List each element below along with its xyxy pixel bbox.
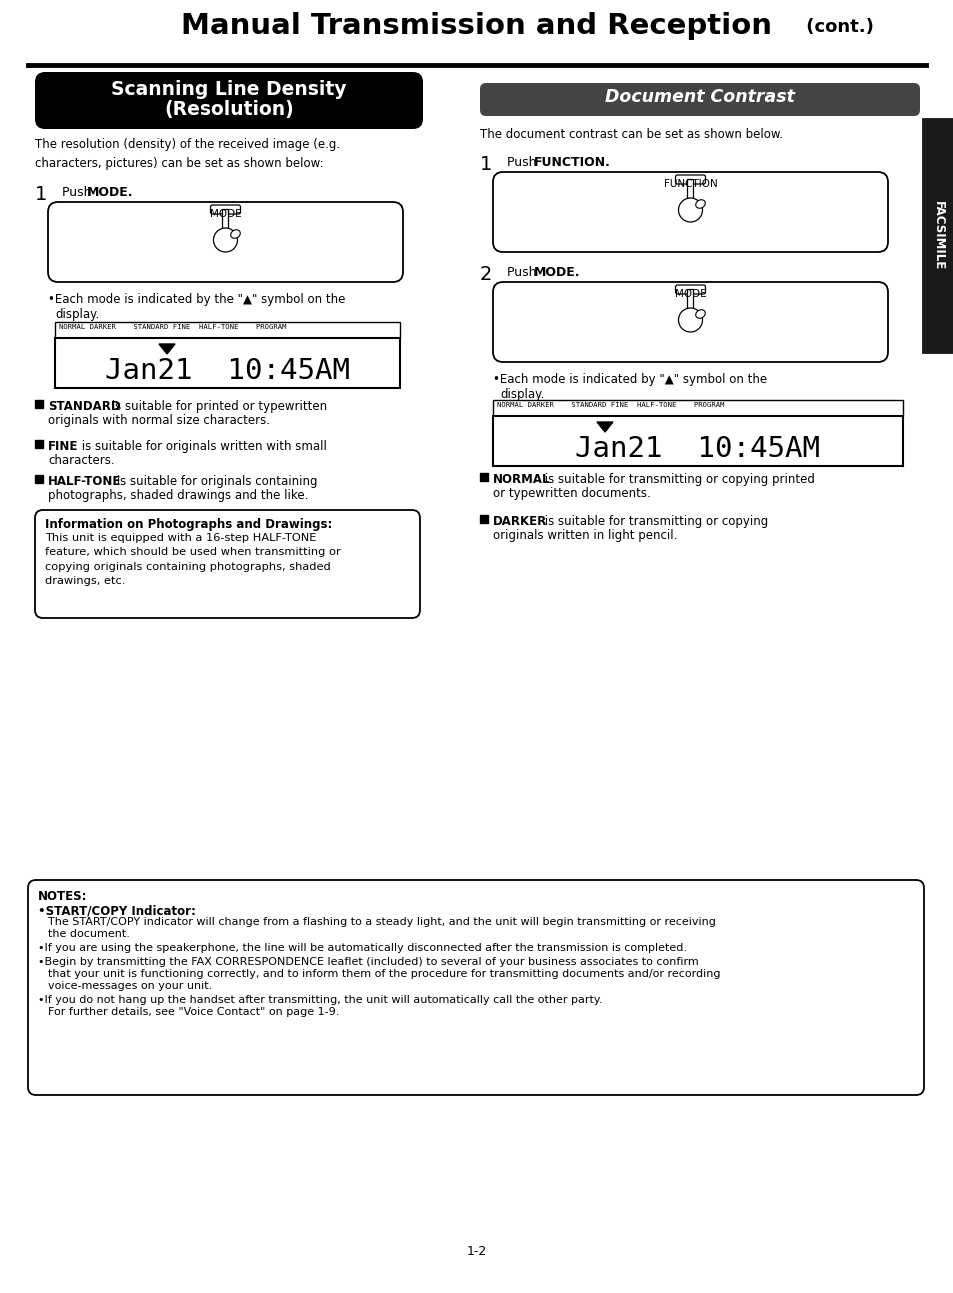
Text: The resolution (density) of the received image (e.g.
characters, pictures) can b: The resolution (density) of the received… [35,138,340,169]
Text: is suitable for originals containing: is suitable for originals containing [112,475,317,487]
Text: originals with normal size characters.: originals with normal size characters. [48,414,270,427]
Text: or typewritten documents.: or typewritten documents. [493,487,650,500]
Text: display.: display. [499,388,543,401]
Text: FINE: FINE [48,440,78,453]
Text: Information on Photographs and Drawings:: Information on Photographs and Drawings: [45,518,332,531]
Text: Manual Transmission and Reception: Manual Transmission and Reception [181,12,772,40]
Text: Document Contrast: Document Contrast [604,88,794,106]
Text: FUNCTION: FUNCTION [663,178,717,189]
Bar [55,322,399,337]
Text: Jan21  10:45AM: Jan21 10:45AM [575,434,820,463]
Text: originals written in light pencil.: originals written in light pencil. [493,529,677,542]
Text: NORMAL DARKER    STANDARD FINE  HALF-TONE    PROGRAM: NORMAL DARKER STANDARD FINE HALF-TONE PR… [59,325,286,330]
Text: 1: 1 [35,185,48,204]
Text: is suitable for transmitting or copying printed: is suitable for transmitting or copying … [540,473,814,486]
Bar [921,118,953,353]
Text: NORMAL: NORMAL [493,473,550,486]
Text: Push: Push [62,186,95,199]
Ellipse shape [213,228,237,252]
Bar [35,440,43,447]
Bar [479,473,488,481]
Ellipse shape [678,308,701,332]
FancyBboxPatch shape [493,172,887,252]
Text: (Resolution): (Resolution) [164,100,294,119]
Text: MODE: MODE [210,209,241,219]
Text: •START/COPY Indicator:: •START/COPY Indicator: [38,904,195,917]
Text: 1: 1 [479,155,492,175]
Text: MODE.: MODE. [87,186,133,199]
Bar [35,475,43,484]
Ellipse shape [231,230,240,238]
Text: •Begin by transmitting the FAX CORRESPONDENCE leaflet (included) to several of y: •Begin by transmitting the FAX CORRESPON… [38,957,698,967]
Text: Jan21  10:45AM: Jan21 10:45AM [105,357,350,385]
FancyBboxPatch shape [479,83,919,116]
Text: is suitable for printed or typewritten: is suitable for printed or typewritten [108,400,327,412]
FancyBboxPatch shape [675,175,705,184]
Text: NORMAL DARKER    STANDARD FINE  HALF-TONE    PROGRAM: NORMAL DARKER STANDARD FINE HALF-TONE PR… [497,402,723,409]
Text: DARKER: DARKER [493,515,547,528]
Bar [493,400,902,416]
Text: Scanning Line Density: Scanning Line Density [112,80,346,100]
Bar [687,178,693,199]
Bar [222,209,229,229]
Text: (cont.): (cont.) [800,18,873,36]
Ellipse shape [695,310,704,318]
Text: •If you are using the speakerphone, the line will be automatically disconnected : •If you are using the speakerphone, the … [38,943,686,953]
FancyBboxPatch shape [211,206,240,215]
FancyBboxPatch shape [35,509,419,618]
Text: that your unit is functioning correctly, and to inform them of the procedure for: that your unit is functioning correctly,… [48,968,720,979]
Text: Push: Push [506,266,540,279]
FancyBboxPatch shape [35,72,422,129]
Text: 2: 2 [479,265,492,284]
Text: STANDARD: STANDARD [48,400,120,412]
Bar [493,416,902,465]
FancyBboxPatch shape [48,202,402,282]
Polygon shape [597,422,613,432]
FancyBboxPatch shape [28,881,923,1095]
Ellipse shape [678,198,701,222]
Text: Push: Push [506,156,540,169]
Text: voice-messages on your unit.: voice-messages on your unit. [48,981,212,990]
Bar [55,337,399,388]
Text: This unit is equipped with a 16-step HALF-TONE
feature, which should be used whe: This unit is equipped with a 16-step HAL… [45,533,340,586]
Text: photographs, shaded drawings and the like.: photographs, shaded drawings and the lik… [48,489,308,502]
Text: 1-2: 1-2 [466,1245,487,1258]
Text: display.: display. [55,308,99,321]
Bar [479,515,488,522]
Text: HALF-TONE: HALF-TONE [48,475,121,487]
Text: is suitable for transmitting or copying: is suitable for transmitting or copying [540,515,767,528]
Polygon shape [159,344,174,354]
Text: The document contrast can be set as shown below.: The document contrast can be set as show… [479,128,782,141]
Text: The START/COPY indicator will change from a flashing to a steady light, and the : The START/COPY indicator will change fro… [48,917,715,927]
Text: the document.: the document. [48,928,130,939]
Bar [687,290,693,309]
Text: •Each mode is indicated by the "▲" symbol on the: •Each mode is indicated by the "▲" symbo… [48,294,345,306]
FancyBboxPatch shape [493,282,887,362]
Text: •If you do not hang up the handset after transmitting, the unit will automatical: •If you do not hang up the handset after… [38,996,602,1005]
Text: MODE.: MODE. [534,266,579,279]
Text: •Each mode is indicated by "▲" symbol on the: •Each mode is indicated by "▲" symbol on… [493,372,766,387]
Text: For further details, see "Voice Contact" on page 1-9.: For further details, see "Voice Contact"… [48,1007,339,1018]
Text: NOTES:: NOTES: [38,890,88,903]
Text: characters.: characters. [48,454,114,467]
Text: FACSIMILE: FACSIMILE [930,200,943,270]
Bar [35,400,43,409]
Ellipse shape [695,199,704,208]
Text: FUNCTION.: FUNCTION. [534,156,610,169]
Text: is suitable for originals written with small: is suitable for originals written with s… [78,440,327,453]
FancyBboxPatch shape [675,284,705,294]
Text: MODE: MODE [674,290,705,299]
